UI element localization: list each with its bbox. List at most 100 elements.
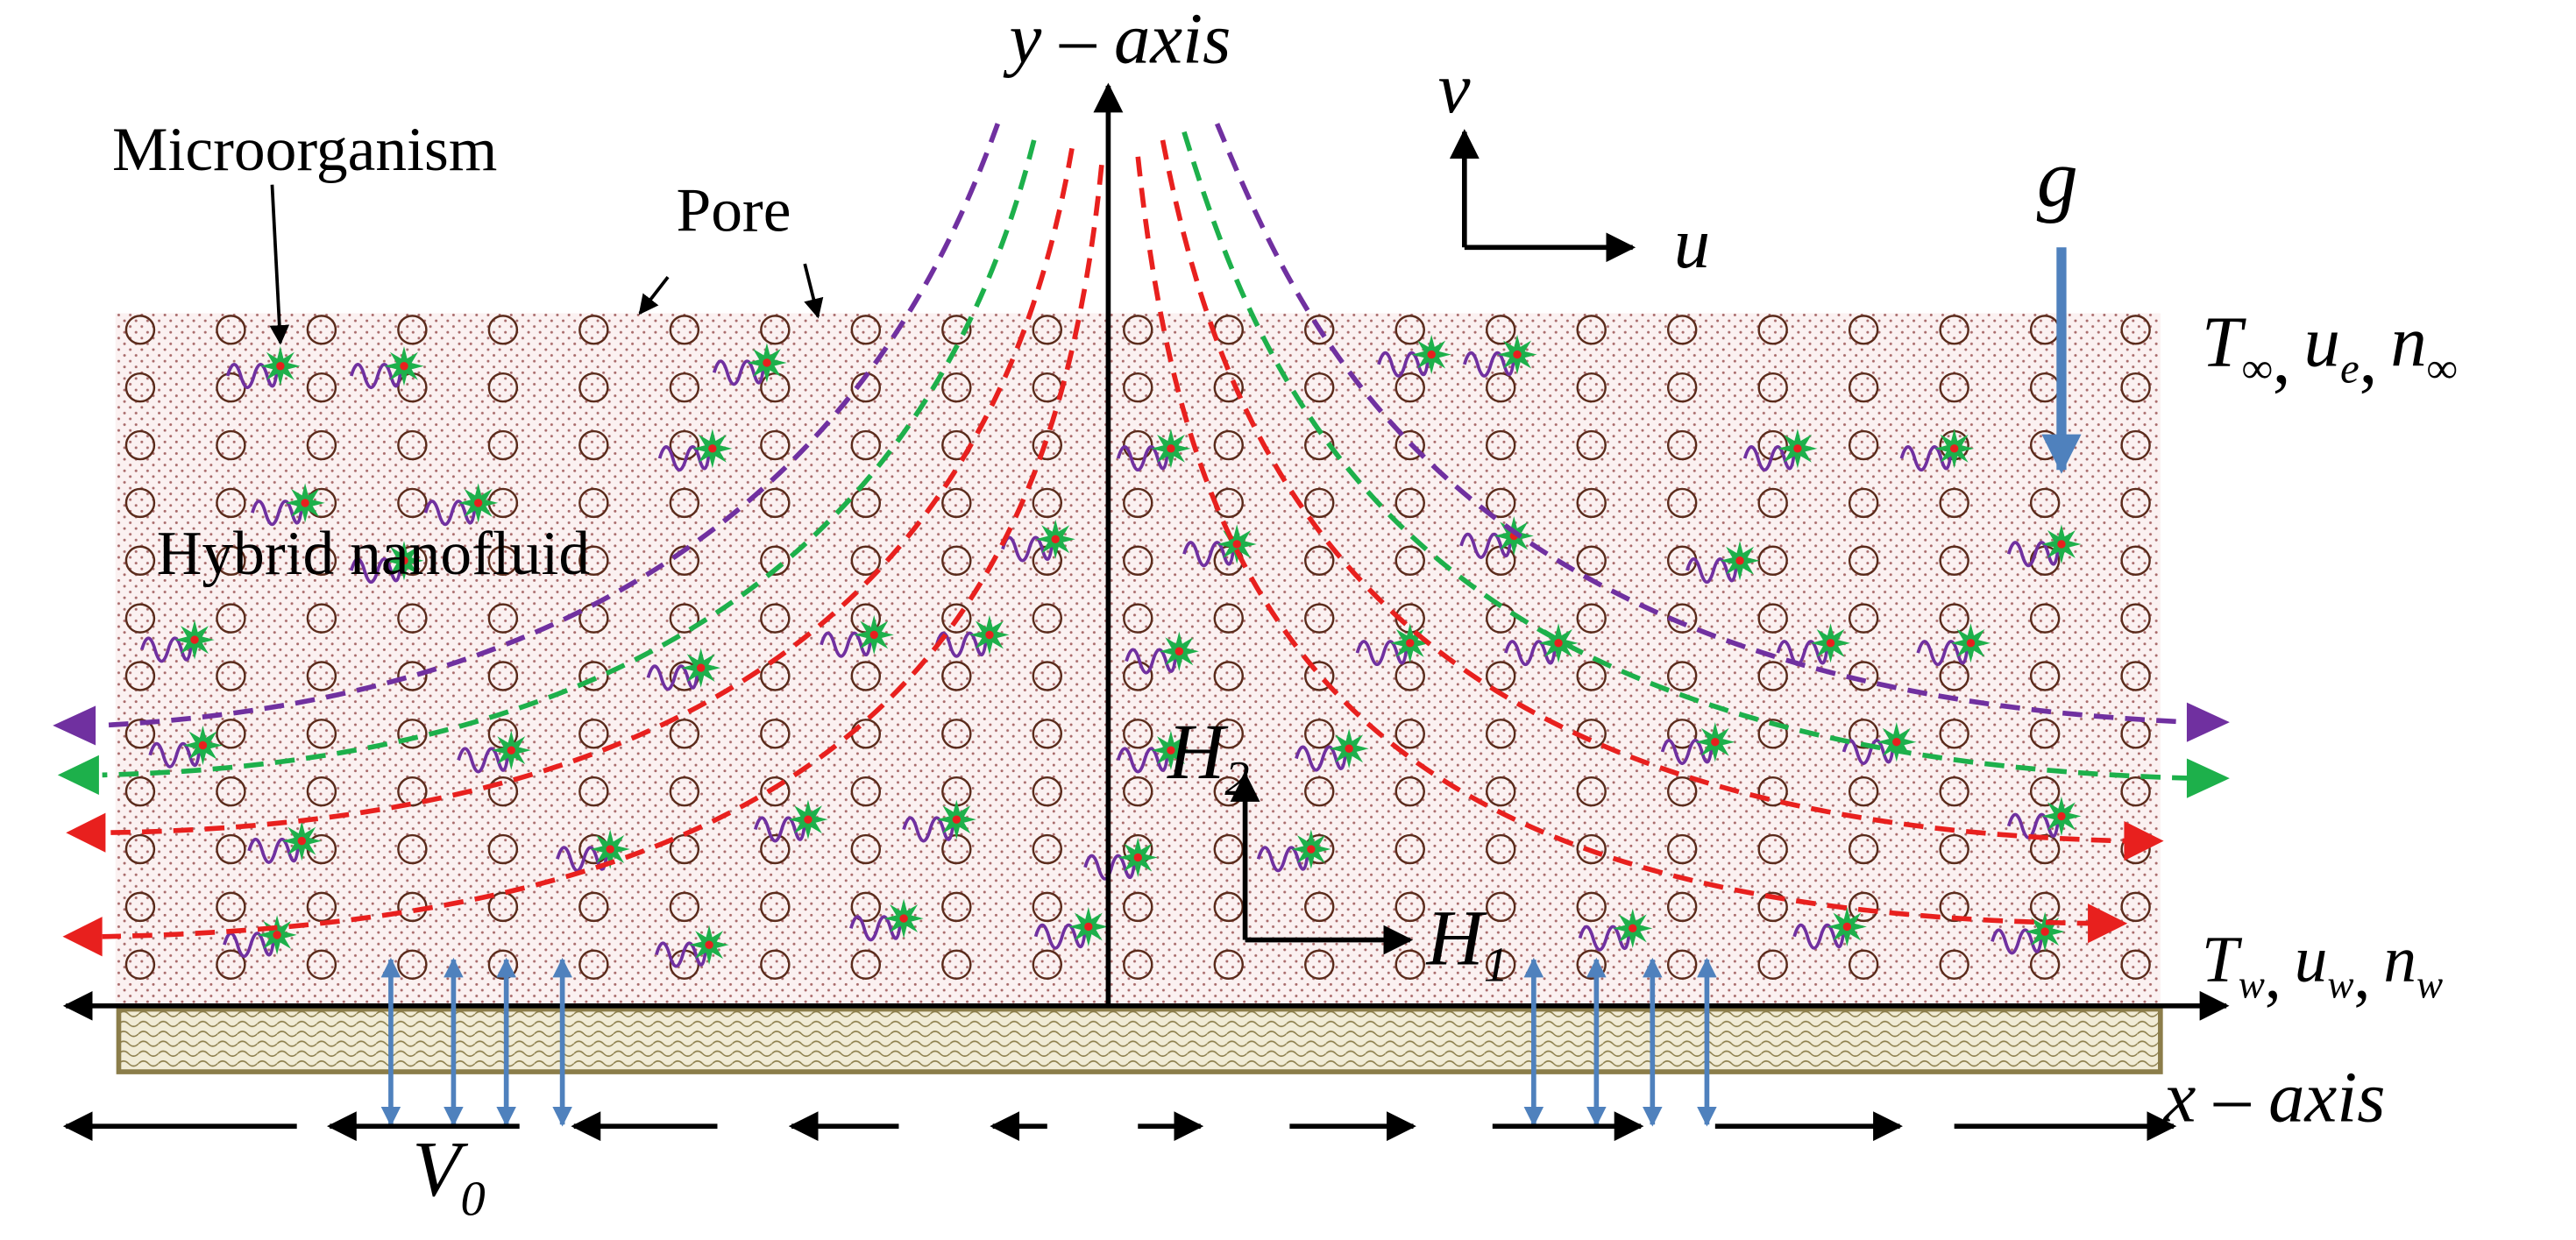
- pore: [1939, 891, 1969, 923]
- nucleus: [1793, 444, 1802, 453]
- flagellum: [1899, 445, 1953, 472]
- flagellum: [223, 932, 276, 959]
- nucleus: [1826, 639, 1835, 648]
- pore: [669, 487, 700, 519]
- pore: [1123, 372, 1153, 403]
- flagellum: [1001, 535, 1054, 563]
- symbol: u: [2295, 924, 2328, 996]
- nucleus: [1345, 744, 1353, 753]
- pore: [578, 719, 609, 749]
- pore: [760, 487, 791, 519]
- pore: [578, 661, 609, 691]
- pore: [1032, 891, 1063, 923]
- separator: ,: [2353, 939, 2370, 1012]
- pore: [669, 776, 700, 807]
- pore: [1304, 776, 1335, 807]
- pore: [487, 891, 519, 923]
- nucleus: [198, 740, 208, 750]
- pore: [578, 429, 609, 461]
- pore: [1394, 429, 1425, 461]
- pore: [2120, 661, 2151, 691]
- microorganism: [1916, 623, 1991, 667]
- pore: [2029, 661, 2061, 691]
- microorganism: [657, 429, 733, 472]
- pore: [216, 776, 246, 807]
- nucleus: [190, 635, 199, 644]
- pore: [1304, 315, 1335, 345]
- microorganism: [1116, 429, 1191, 472]
- nucleus: [708, 444, 717, 453]
- nucleus: [763, 358, 771, 367]
- pore: [1848, 719, 1879, 749]
- arrowhead: [57, 755, 99, 795]
- nucleus: [1307, 845, 1316, 854]
- microorganism: [1083, 837, 1158, 881]
- pointer: [803, 263, 824, 319]
- flagellum: [1842, 738, 1895, 766]
- pore: [1939, 315, 1969, 345]
- microorganism: [1792, 906, 1867, 950]
- pore: [1576, 545, 1607, 576]
- pore: [1304, 487, 1335, 519]
- nucleus: [1513, 350, 1522, 359]
- flagellum: [1083, 854, 1137, 881]
- pore: [1486, 429, 1516, 461]
- pore: [306, 719, 337, 749]
- pore: [1394, 487, 1425, 519]
- pore: [1666, 487, 1698, 519]
- pore: [1486, 315, 1516, 345]
- pore: [216, 833, 246, 865]
- subscript: 1: [1484, 939, 1508, 993]
- arrowhead: [2124, 821, 2164, 861]
- nucleus: [2057, 811, 2066, 821]
- pore: [1576, 372, 1607, 403]
- pore: [941, 891, 972, 923]
- subscript: e: [2340, 344, 2360, 393]
- pore: [216, 891, 246, 923]
- nucleus: [273, 931, 281, 939]
- pore: [578, 949, 609, 980]
- pore: [2120, 545, 2151, 576]
- pore: [1939, 949, 1969, 980]
- microorganism-label: Microorganism: [112, 115, 497, 184]
- pore: [1486, 719, 1516, 749]
- flagellum: [1459, 532, 1513, 559]
- pore: [1848, 372, 1879, 403]
- subscript: w: [2327, 962, 2353, 1006]
- pore: [1576, 776, 1607, 807]
- pore: [2120, 603, 2151, 634]
- nucleus: [606, 845, 614, 854]
- pore: [306, 949, 337, 980]
- streamlines: [98, 123, 2194, 939]
- flagellum: [1116, 747, 1170, 774]
- pore: [1666, 949, 1698, 980]
- pore: [850, 545, 882, 576]
- pore: [1666, 833, 1698, 865]
- pore: [1939, 661, 1969, 691]
- wall-conditions: Tw, uw, nw: [2202, 924, 2443, 1013]
- pore: [306, 429, 337, 461]
- symbol: H: [1426, 895, 1488, 982]
- pore: [1666, 776, 1698, 807]
- pore: [1757, 776, 1788, 807]
- pore: [1666, 429, 1698, 461]
- nucleus: [1629, 924, 1637, 933]
- microorganism: [148, 725, 224, 769]
- streamline: [1214, 123, 2194, 725]
- pore: [1939, 545, 1969, 576]
- v0-label: V0: [412, 1125, 485, 1227]
- symbol: n: [2390, 301, 2426, 382]
- flow-arrowheads: [53, 702, 2230, 957]
- pore: [1757, 429, 1788, 461]
- g-label: g: [2037, 133, 2078, 224]
- flagellum: [1125, 648, 1178, 675]
- pore: [216, 719, 246, 749]
- pore: [397, 833, 428, 865]
- pore: [124, 487, 156, 519]
- streamline: [1135, 156, 2095, 926]
- nucleus: [276, 362, 285, 371]
- microorganism: [1776, 623, 1851, 667]
- flagellum: [1991, 928, 2044, 955]
- pore: [216, 545, 246, 576]
- pore: [1757, 949, 1788, 980]
